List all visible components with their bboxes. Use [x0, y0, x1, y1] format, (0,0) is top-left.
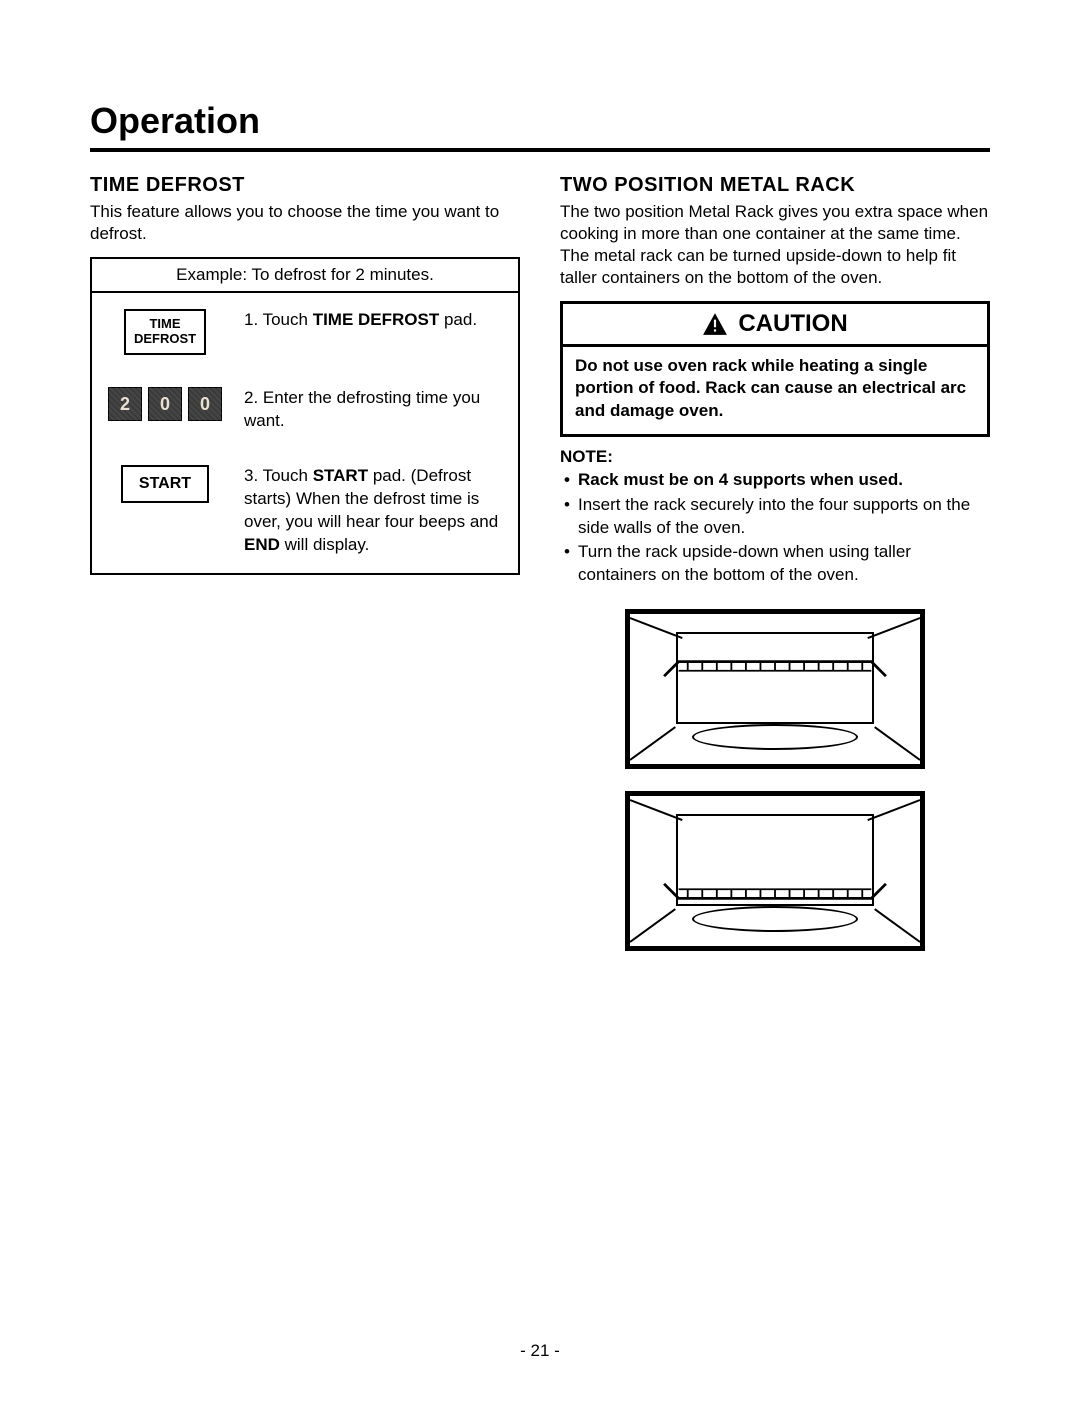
step3-prefix: 3. Touch [244, 466, 313, 485]
caution-box: CAUTION Do not use oven rack while heati… [560, 301, 990, 436]
note-label: NOTE: [560, 447, 990, 467]
step-3-widget: START [104, 465, 226, 503]
oven-rack-high-icon [625, 609, 925, 769]
oven-rack-low-icon [625, 791, 925, 951]
digit-pad-icon: 2 0 0 [108, 387, 222, 421]
step-1-widget: TIME DEFROST [104, 309, 226, 355]
page-number: - 21 - [0, 1341, 1080, 1361]
note-list: Rack must be on 4 supports when used. In… [560, 469, 990, 588]
content-columns: TIME DEFROST This feature allows you to … [90, 174, 990, 951]
step-3-text: 3. Touch START pad. (Defrost starts) Whe… [244, 465, 506, 557]
step1-suffix: pad. [439, 310, 477, 329]
page-title: Operation [90, 100, 990, 152]
example-box: Example: To defrost for 2 minutes. TIME … [90, 257, 520, 575]
step-2-text: 2. Enter the defrosting time you want. [244, 387, 506, 433]
caution-label: CAUTION [738, 310, 847, 338]
digit-0a: 0 [148, 387, 182, 421]
warning-triangle-icon [702, 312, 728, 336]
step-2-widget: 2 0 0 [104, 387, 226, 421]
step1-kw: TIME DEFROST [313, 310, 440, 329]
example-title: Example: To defrost for 2 minutes. [92, 259, 518, 293]
step3-kw1: START [313, 466, 368, 485]
step-2: 2 0 0 2. Enter the defrosting time you w… [92, 371, 518, 449]
time-defrost-pad-icon: TIME DEFROST [124, 309, 206, 355]
time-defrost-intro: This feature allows you to choose the ti… [90, 201, 520, 245]
caution-title: CAUTION [563, 304, 987, 347]
digit-0b: 0 [188, 387, 222, 421]
step-1: TIME DEFROST 1. Touch TIME DEFROST pad. [92, 293, 518, 371]
time-defrost-heading: TIME DEFROST [90, 174, 520, 197]
left-column: TIME DEFROST This feature allows you to … [90, 174, 520, 951]
metal-rack-intro: The two position Metal Rack gives you ex… [560, 201, 990, 289]
pad-line2: DEFROST [134, 331, 196, 346]
note-item-2: Insert the rack securely into the four s… [564, 494, 990, 540]
digit-2: 2 [108, 387, 142, 421]
step3-kw2: END [244, 535, 280, 554]
step-3: START 3. Touch START pad. (Defrost start… [92, 449, 518, 573]
start-pad-icon: START [121, 465, 209, 503]
step-1-text: 1. Touch TIME DEFROST pad. [244, 309, 506, 332]
metal-rack-heading: TWO POSITION METAL RACK [560, 174, 990, 197]
note-item-3: Turn the rack upside-down when using tal… [564, 541, 990, 587]
caution-body: Do not use oven rack while heating a sin… [563, 347, 987, 433]
oven-figures [560, 609, 990, 951]
step1-prefix: 1. Touch [244, 310, 313, 329]
step3-suffix: will display. [280, 535, 369, 554]
right-column: TWO POSITION METAL RACK The two position… [560, 174, 990, 951]
note-item-1: Rack must be on 4 supports when used. [564, 469, 990, 492]
pad-line1: TIME [149, 316, 180, 331]
